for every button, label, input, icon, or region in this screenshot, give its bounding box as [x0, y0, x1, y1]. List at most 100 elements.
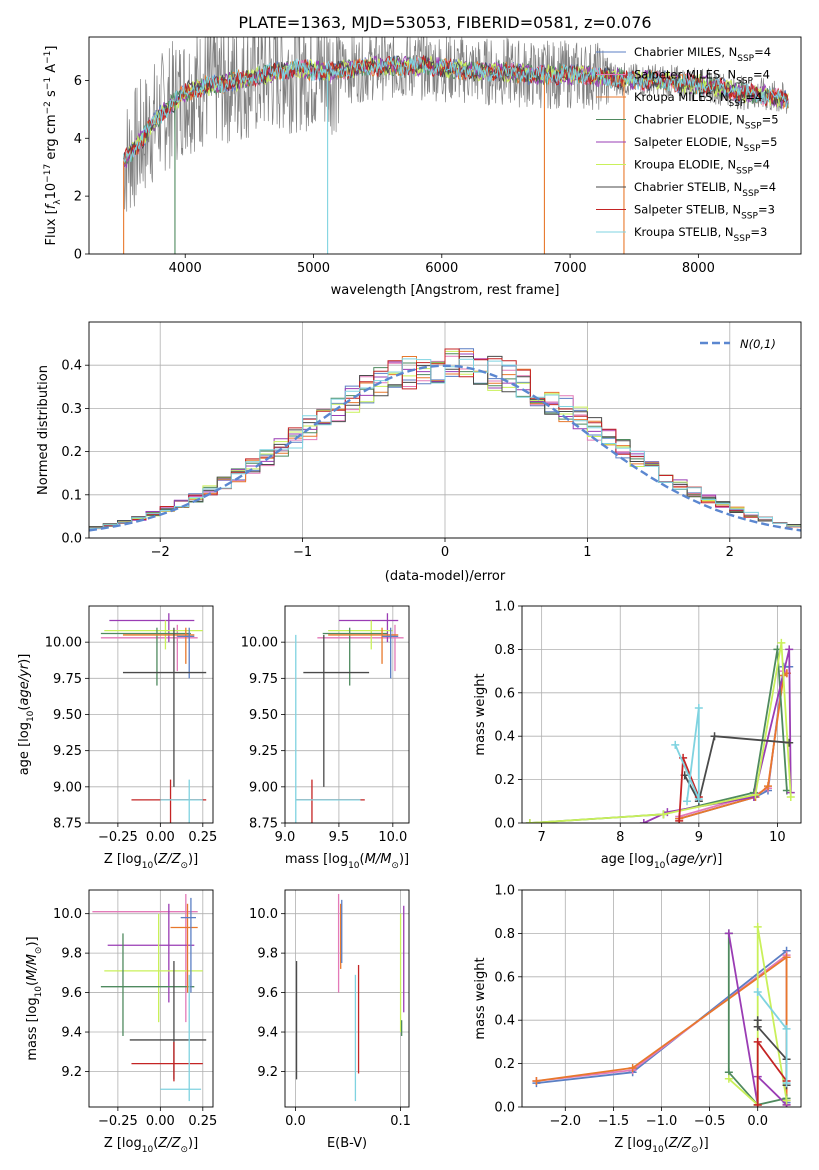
y-tick-label: 6 — [74, 74, 82, 89]
x-tick-label: 2 — [726, 545, 734, 560]
errorbar-point-8 — [295, 634, 361, 823]
weight-marker — [710, 732, 719, 741]
chart-title: PLATE=1363, MJD=53053, FIBERID=0581, z=0… — [238, 13, 651, 32]
x-tick-label: 8 — [616, 830, 624, 845]
errorbar-point-7 — [131, 779, 207, 823]
y-tick-label: 9.00 — [53, 780, 82, 795]
weight-marker — [777, 638, 786, 647]
x-tick-label: 0.25 — [188, 1114, 217, 1129]
y-tick-label: 0.0 — [61, 532, 82, 547]
weight-marker — [724, 1074, 733, 1083]
x-tick-label: 0.0 — [747, 1114, 768, 1129]
y-tick-label: 0.2 — [494, 773, 515, 788]
x-axis-label: Z [log10(Z/Z⊙)] — [104, 1136, 198, 1155]
x-tick-label: 8000 — [682, 261, 715, 276]
y-tick-label: 10.0 — [249, 907, 278, 922]
weight-marker — [785, 738, 794, 747]
x-tick-label: 0 — [441, 545, 449, 560]
weight-marker — [782, 1024, 791, 1033]
x-axis-label: mass [log10(M/M⊙)] — [285, 852, 409, 871]
y-tick-label: 0.1 — [61, 488, 82, 503]
errorbar-point-4 — [122, 627, 195, 664]
grid — [522, 889, 801, 1108]
y-tick-label: 0.2 — [61, 445, 82, 460]
x-tick-label: −1.0 — [646, 1114, 678, 1129]
plot-area — [295, 613, 404, 823]
x-tick-label: 7000 — [554, 261, 587, 276]
y-axis-label: Flux [fλ10−17 erg cm−2 s−1 A−1] — [43, 46, 63, 246]
y-tick-label: 9.00 — [249, 780, 278, 795]
legend: Chabrier MILES, NSSP=4 Salpeter MILES, NS… — [596, 45, 779, 244]
y-tick-label: 0.4 — [494, 730, 515, 745]
chart-weight-vs-Z: −2.0 −1.5 −1.0 −0.5 0.0 0.0 0.2 0.4 0.6 0.8 1.0 Z [… — [473, 884, 802, 1155]
errorbar-point-1 — [107, 903, 195, 1003]
y-tick-label: 0.8 — [494, 643, 515, 658]
errorbar-point-0 — [92, 893, 198, 1023]
x-tick-label: 0.25 — [188, 830, 217, 845]
legend-label-7: Salpeter STELIB, NSSP=3 — [634, 203, 775, 222]
model-spectrum-8 — [123, 56, 789, 164]
weight-marker — [763, 782, 772, 791]
y-axis-label: mass weight — [473, 673, 488, 755]
weight-marker — [753, 987, 762, 996]
y-tick-label: 10.00 — [45, 636, 82, 651]
weight-marker — [532, 1076, 541, 1085]
y-tick-label: 9.6 — [61, 986, 82, 1001]
x-axis-label: Z [log10(Z/Z⊙)] — [104, 852, 198, 871]
y-tick-label: 9.50 — [249, 708, 278, 723]
errorbar-point-6 — [303, 634, 370, 787]
legend: N(0,1) — [700, 337, 776, 351]
y-tick-label: 1.0 — [494, 600, 515, 615]
chart-spectrum: 4000 5000 6000 7000 8000 0 2 4 6 PLATE=1363, MJD=… — [43, 13, 802, 298]
y-tick-label: 2 — [74, 190, 82, 205]
weight-marker — [786, 792, 795, 801]
y-tick-label: 9.50 — [53, 708, 82, 723]
observed-spectrum — [123, 37, 789, 212]
y-tick-label: 0.4 — [494, 1014, 515, 1029]
weight-marker — [782, 1096, 791, 1105]
legend-label-4: Salpeter ELODIE, NSSP=5 — [634, 135, 777, 154]
weight-marker — [782, 953, 791, 962]
axes-frame — [88, 605, 214, 824]
weight-marker — [628, 1063, 637, 1072]
grid — [89, 606, 213, 824]
residual-histogram-8 — [89, 358, 801, 529]
plot-area — [100, 613, 207, 823]
x-tick-label: 5000 — [297, 261, 330, 276]
y-tick-label: 0.3 — [61, 402, 82, 417]
weight-marker — [525, 819, 534, 823]
x-tick-label: 0.0 — [285, 1114, 306, 1129]
axes-frame — [284, 605, 410, 824]
x-tick-label: 9 — [695, 830, 703, 845]
weight-marker — [683, 797, 692, 806]
legend-label-1: Salpeter MILES, NSSP=4 — [634, 68, 770, 87]
x-axis-label: wavelength [Angstrom, rest frame] — [331, 283, 560, 298]
errorbar-point-8 — [160, 779, 203, 823]
weight-line-6 — [683, 735, 790, 803]
errorbar-point-6 — [122, 627, 207, 787]
weight-marker — [671, 740, 680, 749]
legend-label-6: Chabrier STELIB, NSSP=4 — [634, 180, 776, 199]
plot-area — [525, 638, 795, 823]
axes-frame — [284, 889, 410, 1108]
chart-residuals: −2 −1 0 1 2 0.0 0.1 0.2 0.3 0.4 (data-model)/error… — [36, 321, 802, 584]
x-tick-label: 10.0 — [378, 830, 407, 845]
y-tick-label: 9.75 — [53, 672, 82, 687]
y-tick-label: 9.8 — [61, 947, 82, 962]
errorbar-point-5 — [180, 897, 197, 993]
errorbar-point-5 — [382, 627, 399, 679]
errorbar-point-6 — [129, 961, 207, 1080]
errorbar-point-1 — [109, 613, 195, 643]
axes-frame — [88, 321, 802, 539]
weight-line-5 — [529, 642, 792, 823]
y-axis-label: mass [log10(M/M⊙)] — [25, 936, 44, 1060]
y-tick-label: 10.00 — [241, 636, 278, 651]
y-tick-label: 4 — [74, 132, 82, 147]
x-tick-label: 7 — [538, 830, 546, 845]
y-tick-label: 10.0 — [53, 907, 82, 922]
axes-frame — [88, 36, 802, 255]
axes-frame — [521, 605, 802, 824]
errorbar-point-4 — [328, 627, 399, 664]
weight-line-8 — [674, 707, 700, 802]
